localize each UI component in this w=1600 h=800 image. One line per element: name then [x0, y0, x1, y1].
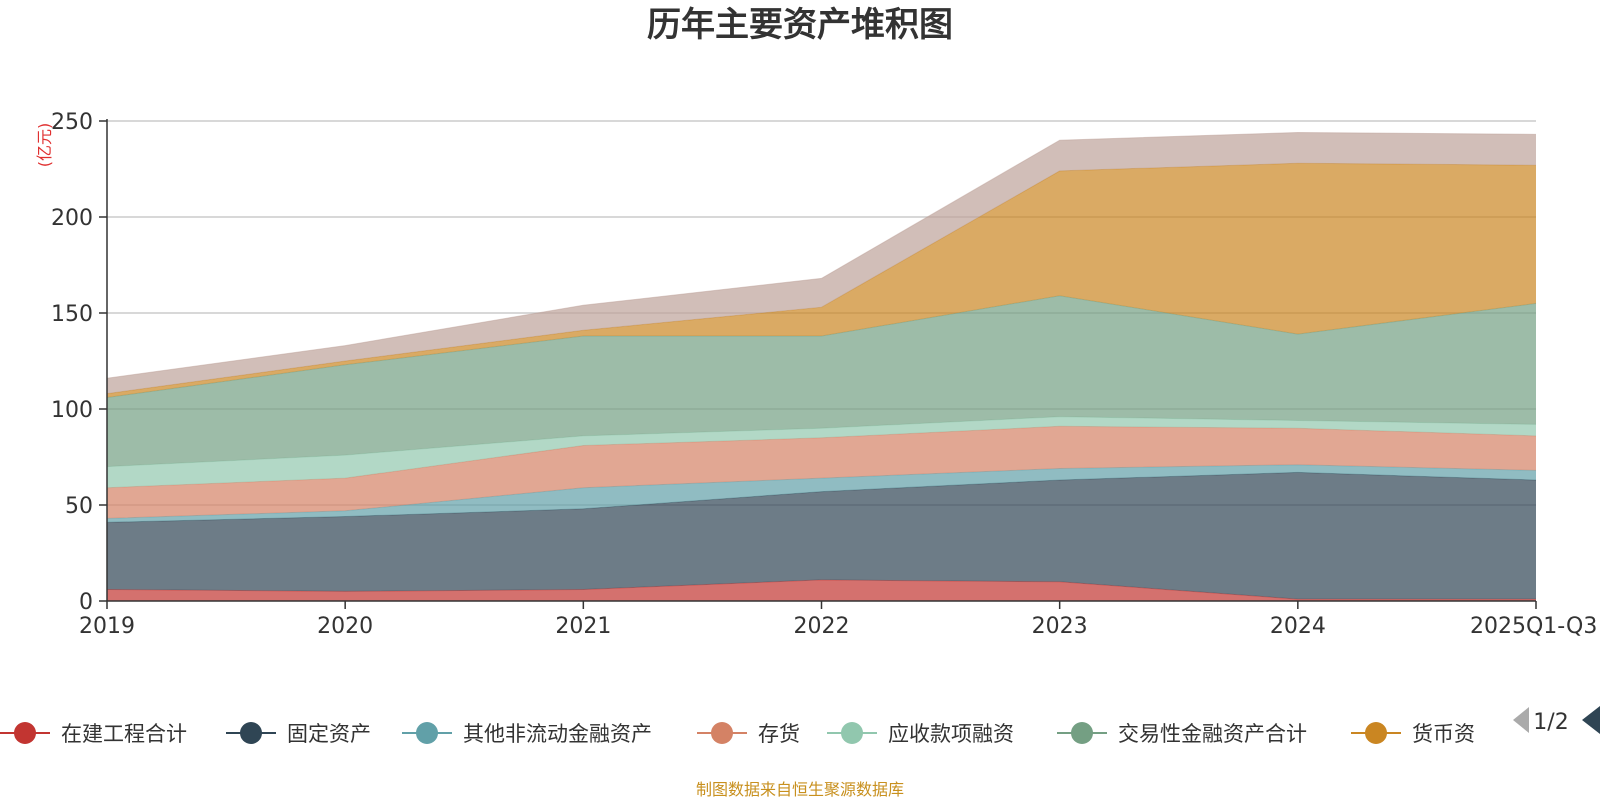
- legend-item-0[interactable]: 在建工程合计: [0, 722, 187, 746]
- x-tick-label: 2024: [1270, 614, 1326, 639]
- legend-item-4[interactable]: 应收款项融资: [827, 722, 1014, 746]
- y-tick-label: 50: [65, 494, 93, 519]
- legend-item-1[interactable]: 固定资产: [226, 722, 371, 746]
- source-note: 制图数据来自恒生聚源数据库: [696, 780, 904, 799]
- y-tick-label: 150: [51, 302, 93, 327]
- area-series-4: [107, 416, 1536, 488]
- axes: 0 50 100 150 200 250 2019 2020 2021 2022 2023 2024 2…: [51, 110, 1597, 639]
- legend[interactable]: 在建工程合计 固定资产 其他非流动金融资产 存货 应收款项融资 交易性金融资产合计 货币资: [0, 722, 1475, 746]
- y-tick-label: 250: [51, 110, 93, 135]
- area-series-edge-7: [106, 131, 1537, 379]
- x-tick-label: 2019: [79, 614, 135, 639]
- legend-label: 货币资: [1412, 722, 1475, 746]
- area-series-5: [107, 295, 1536, 467]
- legend-marker-icon: [711, 722, 733, 744]
- legend-label: 应收款项融资: [888, 722, 1014, 746]
- legend-label: 固定资产: [287, 722, 371, 746]
- legend-pager[interactable]: 1/2: [1513, 706, 1600, 735]
- area-series-7: [107, 132, 1536, 394]
- legend-page-indicator: 1/2: [1533, 710, 1568, 735]
- y-tick-label: 200: [51, 206, 93, 231]
- legend-label: 在建工程合计: [61, 722, 187, 746]
- y-axis-unit-label: (亿元): [35, 123, 54, 168]
- x-tick-label: 2021: [555, 614, 611, 639]
- legend-marker-icon: [14, 722, 36, 744]
- legend-label: 存货: [758, 722, 800, 746]
- area-series-0: [107, 579, 1536, 601]
- area-series-2: [107, 464, 1536, 523]
- legend-marker-icon: [240, 722, 262, 744]
- legend-item-5[interactable]: 交易性金融资产合计: [1057, 722, 1307, 746]
- legend-marker-icon: [1365, 722, 1387, 744]
- legend-label: 交易性金融资产合计: [1118, 722, 1307, 746]
- legend-prev-icon[interactable]: [1513, 707, 1529, 733]
- legend-label: 其他非流动金融资产: [463, 722, 652, 746]
- legend-marker-icon: [1071, 722, 1093, 744]
- x-tick-label: 2020: [317, 614, 373, 639]
- legend-marker-icon: [416, 722, 438, 744]
- area-series-layer: [106, 131, 1537, 601]
- x-tick-label: 2022: [794, 614, 850, 639]
- legend-item-2[interactable]: 其他非流动金融资产: [402, 722, 652, 746]
- legend-item-6[interactable]: 货币资: [1351, 722, 1475, 746]
- area-series-3: [107, 426, 1536, 519]
- chart-title: 历年主要资产堆积图: [647, 5, 953, 45]
- x-tick-label: 2025Q1-Q3: [1470, 614, 1597, 639]
- area-series-1: [107, 472, 1536, 600]
- y-tick-label: 100: [51, 398, 93, 423]
- area-series-6: [107, 163, 1536, 398]
- y-tick-label: 0: [79, 590, 93, 615]
- legend-item-3[interactable]: 存货: [697, 722, 800, 746]
- legend-next-icon[interactable]: [1582, 706, 1600, 734]
- legend-marker-icon: [841, 722, 863, 744]
- x-tick-label: 2023: [1032, 614, 1088, 639]
